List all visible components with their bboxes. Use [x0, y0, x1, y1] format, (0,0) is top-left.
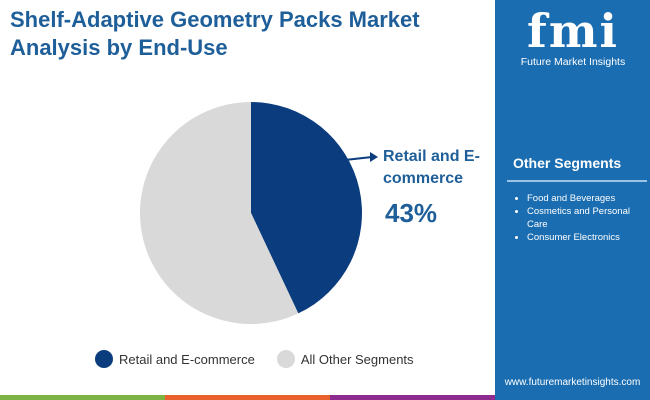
callout-value: 43% — [385, 198, 438, 228]
sidebar: fmi Future Market Insights Other Segment… — [495, 0, 650, 400]
pie-slice-other — [140, 102, 299, 324]
logo-text: Future Market Insights — [520, 56, 626, 68]
legend-label-retail: Retail and E-commerce — [119, 351, 255, 367]
other-segments-title: Other Segments — [513, 155, 622, 171]
website-url[interactable]: www.futuremarketinsights.com — [504, 377, 641, 388]
legend-swatch-retail — [95, 350, 113, 368]
stripe-green — [0, 395, 165, 400]
fmi-logo: fmi Future Market Insights — [517, 8, 629, 68]
other-segments-list: Food and Beverages Cosmetics and Persona… — [513, 192, 647, 244]
callout-label: Retail and E-commerce — [383, 148, 480, 187]
logo-mark: fmi — [527, 4, 619, 58]
divider — [507, 180, 647, 182]
list-item: Cosmetics and Personal Care — [527, 205, 647, 231]
callout-arrow-icon — [370, 152, 378, 162]
pie-slice-retail — [251, 102, 362, 314]
stripe-orange — [165, 395, 330, 400]
page-title: Shelf-Adaptive Geometry Packs Market Ana… — [10, 7, 420, 60]
legend-label-other: All Other Segments — [300, 351, 414, 367]
list-item: Consumer Electronics — [527, 231, 647, 244]
legend-swatch-other — [276, 350, 295, 368]
callout-line — [344, 156, 373, 161]
stripe-purple — [330, 395, 495, 400]
pie-chart — [140, 102, 378, 324]
legend: Retail and E-commerce All Other Segments — [95, 350, 414, 368]
list-item: Food and Beverages — [527, 192, 647, 205]
